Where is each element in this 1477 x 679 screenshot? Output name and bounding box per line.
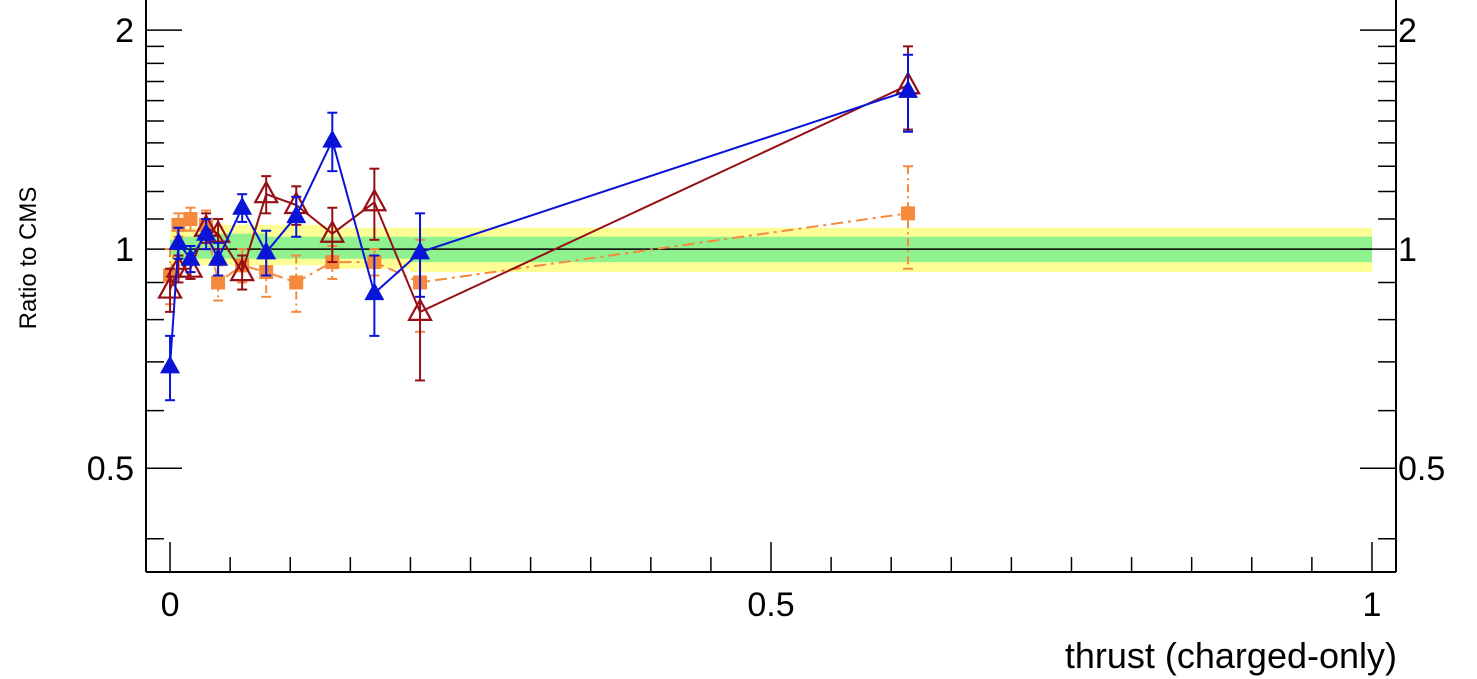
- data-point-filled-triangle: [168, 231, 189, 250]
- y-tick-label-left: 2: [115, 12, 134, 50]
- y-tick-label-left: 0.5: [87, 450, 134, 488]
- data-point-square: [901, 206, 916, 221]
- data-point-open-triangle: [177, 254, 204, 278]
- data-point-filled-triangle: [364, 282, 385, 301]
- data-point-filled-triangle: [410, 241, 431, 260]
- data-point-open-triangle: [205, 219, 231, 243]
- x-axis-title: thrust (charged-only): [1065, 635, 1397, 676]
- series-line: [169, 84, 909, 314]
- data-point-square: [289, 275, 304, 290]
- x-tick-label: 0: [161, 586, 180, 624]
- y-axis-title: Ratio to CMS: [15, 187, 42, 330]
- data-point-square: [183, 212, 198, 227]
- data-point-filled-triangle: [160, 355, 181, 374]
- data-point-open-triangle: [253, 179, 280, 204]
- y-tick-label-right: 0.5: [1398, 450, 1445, 488]
- plot-frame: [145, 0, 1397, 573]
- inner-uncertainty-band: [170, 233, 1372, 263]
- y-tick-label-right: 1: [1398, 231, 1417, 269]
- data-point-filled-triangle: [208, 247, 229, 266]
- data-point-open-triangle: [407, 297, 433, 321]
- data-point-open-triangle: [319, 219, 346, 243]
- y-tick-label-left: 1: [115, 231, 134, 269]
- x-tick-label: 0.5: [747, 586, 794, 624]
- data-point-open-triangle: [229, 257, 256, 282]
- data-point-filled-triangle: [196, 222, 217, 241]
- data-point-filled-triangle: [898, 79, 919, 98]
- data-point-filled-triangle: [232, 196, 253, 215]
- data-point-filled-triangle: [286, 205, 307, 224]
- data-point-filled-triangle: [256, 241, 277, 260]
- data-point-open-triangle: [361, 187, 388, 212]
- axis-ticks: 0 0.5 1 0.5 0.5 1 1 2 2: [87, 12, 1446, 624]
- y-tick-label-right: 2: [1398, 12, 1417, 50]
- x-tick-label: 1: [1363, 586, 1382, 624]
- data-point-filled-triangle: [180, 247, 201, 266]
- data-series: [157, 45, 921, 402]
- data-point-square: [211, 275, 226, 290]
- series-2: [160, 53, 919, 402]
- series-line: [169, 212, 909, 285]
- data-point-filled-triangle: [322, 129, 343, 148]
